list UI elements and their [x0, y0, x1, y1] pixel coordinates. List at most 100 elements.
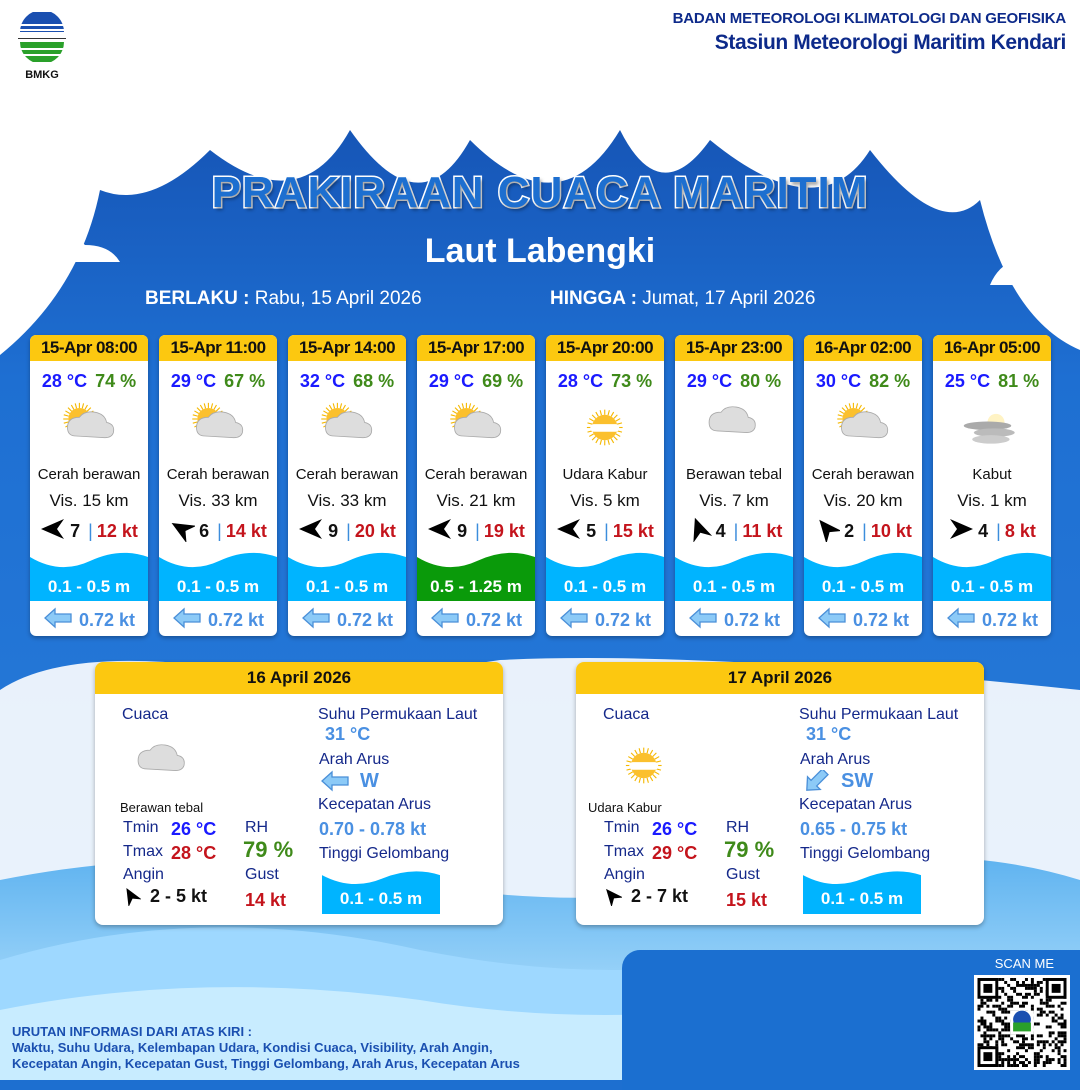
daily-summary-panel: 17 April 2026 Cuaca Udara Kabur Tmin 26 … [576, 662, 984, 925]
gust: 15 kt [726, 890, 768, 910]
wind-direction-arrow-icon [948, 516, 974, 547]
wave-height: 0.1 - 0.5 m [322, 868, 440, 914]
visibility: Vis. 1 km [957, 491, 1027, 510]
current-direction-arrow-icon [172, 607, 202, 634]
wind-direction-arrow-icon [556, 516, 582, 547]
tmin: 26 °C [171, 819, 217, 839]
divider: | [346, 520, 351, 541]
wind-direction-arrow-icon [814, 516, 842, 547]
visibility: Vis. 7 km [699, 491, 769, 510]
current: 0.72 kt [159, 607, 277, 634]
gust-speed: 10 kt [870, 520, 912, 541]
daily-condition: Udara Kabur [588, 800, 662, 815]
scan-me-label: SCAN ME [994, 956, 1054, 971]
valid-from: BERLAKU : Rabu, 15 April 2026 [145, 288, 422, 309]
current-direction: W [360, 770, 379, 792]
current-direction-arrow-icon [946, 607, 976, 634]
current-speed: 0.72 kt [465, 610, 523, 630]
forecast-time: 15-Apr 08:00 [30, 335, 148, 361]
forecast-time: 16-Apr 02:00 [804, 335, 922, 361]
divider: | [733, 520, 739, 541]
gust-speed: 15 kt [612, 520, 654, 541]
wind-direction-arrow-icon [40, 516, 66, 547]
forecast-card: 16-Apr 02:00 30 °C 82 % Cerah berawan Vis… [804, 335, 922, 636]
current-speed-range: 0.70 - 0.78 kt [319, 819, 427, 839]
current-direction-arrow-icon [801, 768, 831, 797]
haze-icon [614, 740, 674, 796]
wave-height: 0.1 - 0.5 m [30, 549, 148, 601]
daily-date: 17 April 2026 [576, 662, 984, 694]
forecast-time: 15-Apr 17:00 [417, 335, 535, 361]
info-legend: URUTAN INFORMASI DARI ATAS KIRI : Waktu,… [12, 1024, 520, 1071]
wind-speed: 4 [978, 520, 989, 541]
daily-date: 16 April 2026 [95, 662, 503, 694]
forecast-time: 16-Apr 05:00 [933, 335, 1051, 361]
visibility: Vis. 5 km [570, 491, 640, 510]
forecast-card: 15-Apr 20:00 28 °C 73 % Udara Kabur Vis. … [546, 335, 664, 636]
cloudy-icon [133, 740, 193, 796]
current: 0.72 kt [30, 607, 148, 634]
wind-direction-arrow-icon [121, 886, 142, 911]
forecast-time: 15-Apr 20:00 [546, 335, 664, 361]
current-speed: 0.72 kt [207, 610, 265, 630]
current-speed: 0.72 kt [78, 610, 136, 630]
air-temperature: 29 °C [170, 371, 217, 391]
current-direction-arrow-icon [301, 607, 331, 634]
air-temperature: 30 °C [815, 371, 862, 391]
qr-code[interactable] [974, 975, 1070, 1070]
gust-speed: 20 kt [354, 520, 396, 541]
air-temperature: 29 °C [428, 371, 475, 391]
sea-surface-temp: 31 °C [806, 724, 852, 744]
wind-speed: 5 [586, 520, 597, 541]
tmin: 26 °C [652, 819, 698, 839]
wave-height: 0.1 - 0.5 m [675, 549, 793, 601]
tmax: 28 °C [171, 843, 217, 863]
visibility: Vis. 15 km [49, 491, 129, 510]
current-direction-arrow-icon [817, 607, 847, 634]
partly-cloudy-icon [288, 394, 406, 460]
cloudy-icon [675, 394, 793, 460]
humidity: 67 % [224, 371, 266, 391]
partly-cloudy-icon [804, 394, 922, 460]
humidity: 81 % [998, 371, 1040, 391]
current-speed: 0.72 kt [336, 610, 394, 630]
wave-height: 0.1 - 0.5 m [803, 868, 921, 914]
organization-header: BADAN METEOROLOGI KLIMATOLOGI DAN GEOFIS… [673, 10, 1067, 55]
wind-speed: 7 [70, 520, 81, 541]
humidity: 80 % [740, 371, 782, 391]
air-temperature: 25 °C [944, 371, 991, 391]
partly-cloudy-icon [159, 394, 277, 460]
divider: | [88, 520, 93, 541]
current-direction-arrow-icon [559, 607, 589, 634]
wind-range: 2 - 7 kt [631, 886, 689, 906]
current-speed-range: 0.65 - 0.75 kt [800, 819, 908, 839]
partly-cloudy-icon [417, 394, 535, 460]
wave-height: 0.1 - 0.5 m [288, 549, 406, 601]
current: 0.72 kt [546, 607, 664, 634]
weather-condition: Berawan tebal [686, 466, 782, 483]
forecast-card: 15-Apr 11:00 29 °C 67 % Cerah berawan Vis… [159, 335, 277, 636]
divider: | [475, 520, 480, 541]
divider: | [862, 520, 867, 541]
fog-icon [933, 394, 1051, 460]
page-title: PRAKIRAAN CUACA MARITIM [210, 167, 869, 219]
current: 0.72 kt [288, 607, 406, 634]
humidity: 68 % [353, 371, 395, 391]
wind-speed: 6 [199, 520, 210, 541]
current-direction-arrow-icon [320, 770, 350, 797]
wind-direction-arrow-icon [427, 516, 453, 547]
air-temperature: 28 °C [41, 371, 88, 391]
visibility: Vis. 21 km [436, 491, 516, 510]
wind-direction-arrow-icon [686, 516, 712, 547]
weather-condition: Cerah berawan [424, 466, 528, 483]
current-speed: 0.72 kt [852, 610, 910, 630]
air-temperature: 28 °C [557, 371, 604, 391]
gust-speed: 14 kt [225, 520, 267, 541]
weather-condition: Kabut [972, 466, 1012, 483]
wind-direction-arrow-icon [602, 886, 624, 911]
forecast-card: 15-Apr 23:00 29 °C 80 % Berawan tebal Vis… [675, 335, 793, 636]
visibility: Vis. 33 km [178, 491, 258, 510]
current-direction: SW [841, 770, 874, 792]
station-name: Stasiun Meteorologi Maritim Kendari [714, 31, 1067, 54]
current: 0.72 kt [804, 607, 922, 634]
